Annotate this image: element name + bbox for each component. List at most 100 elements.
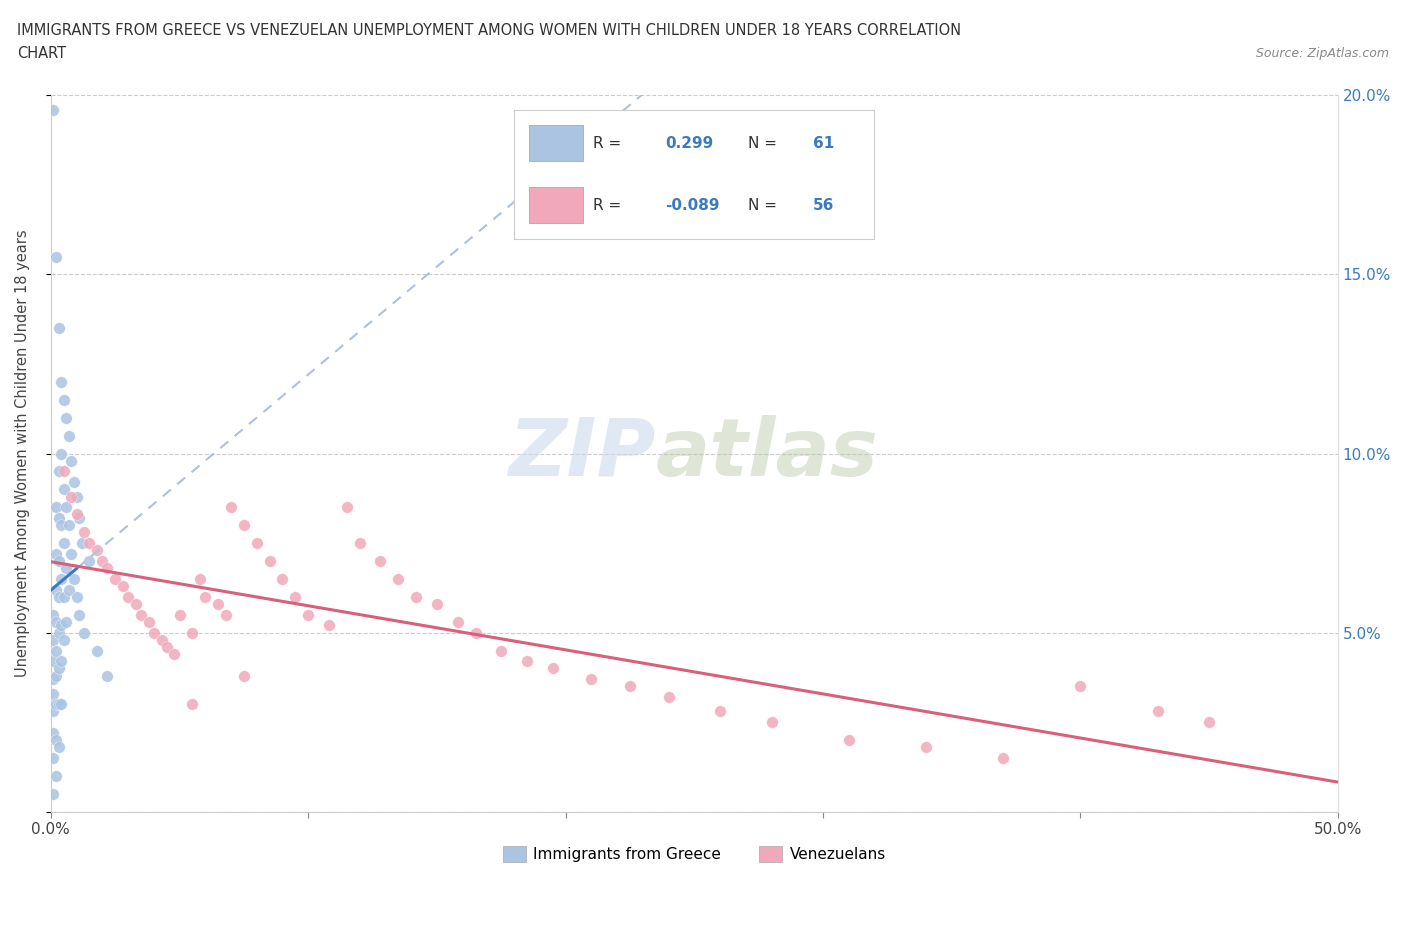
- Point: [60, 453, 83, 468]
- Point: [45, 697, 67, 711]
- Point: [60, 547, 83, 562]
- Point: [619, 679, 641, 694]
- Point: [45, 547, 67, 562]
- Point: [63, 571, 86, 586]
- Point: [232, 668, 254, 683]
- Point: [65, 489, 87, 504]
- Point: [194, 590, 217, 604]
- Point: [70, 536, 93, 551]
- Point: [96, 561, 118, 576]
- Point: [42, 686, 65, 701]
- Point: [48, 697, 70, 711]
- Point: [45, 249, 67, 264]
- Point: [48, 661, 70, 676]
- Point: [284, 590, 307, 604]
- Point: [49, 446, 72, 461]
- Point: [181, 697, 204, 711]
- Point: [491, 643, 513, 658]
- Point: [181, 625, 204, 640]
- Point: [48, 464, 70, 479]
- Point: [1198, 715, 1220, 730]
- Point: [45, 615, 67, 630]
- Point: [65, 507, 87, 522]
- Point: [49, 518, 72, 533]
- Text: ZIP: ZIP: [509, 415, 655, 493]
- Point: [349, 536, 371, 551]
- Point: [42, 632, 65, 647]
- Point: [73, 625, 96, 640]
- Point: [58, 518, 80, 533]
- Point: [49, 697, 72, 711]
- Point: [297, 607, 319, 622]
- Point: [52, 590, 75, 604]
- Point: [709, 704, 731, 719]
- Point: [52, 482, 75, 497]
- Point: [48, 590, 70, 604]
- Point: [169, 607, 191, 622]
- Point: [42, 704, 65, 719]
- Point: [52, 392, 75, 407]
- Point: [915, 739, 938, 754]
- Point: [232, 518, 254, 533]
- Point: [49, 618, 72, 633]
- Point: [58, 428, 80, 443]
- Point: [219, 499, 242, 514]
- Point: [215, 607, 238, 622]
- Point: [79, 553, 101, 568]
- Point: [48, 321, 70, 336]
- Point: [336, 499, 359, 514]
- Point: [42, 725, 65, 740]
- Point: [58, 582, 80, 597]
- Point: [48, 511, 70, 525]
- Point: [129, 607, 152, 622]
- Y-axis label: Unemployment Among Women with Children Under 18 years: Unemployment Among Women with Children U…: [15, 230, 30, 677]
- Point: [761, 715, 783, 730]
- Point: [581, 671, 603, 686]
- Point: [55, 561, 77, 576]
- Point: [1069, 679, 1091, 694]
- Point: [60, 489, 83, 504]
- Point: [42, 102, 65, 117]
- Point: [125, 596, 148, 611]
- Point: [55, 410, 77, 425]
- Point: [45, 668, 67, 683]
- Text: atlas: atlas: [655, 415, 879, 493]
- Point: [142, 625, 165, 640]
- Point: [91, 553, 114, 568]
- Point: [48, 625, 70, 640]
- Text: CHART: CHART: [17, 46, 66, 61]
- Point: [49, 571, 72, 586]
- Point: [426, 596, 449, 611]
- Point: [42, 787, 65, 802]
- Point: [446, 615, 468, 630]
- Point: [52, 632, 75, 647]
- Point: [79, 536, 101, 551]
- Point: [45, 733, 67, 748]
- Point: [49, 654, 72, 669]
- Point: [73, 525, 96, 539]
- Point: [52, 464, 75, 479]
- Point: [271, 571, 294, 586]
- Point: [111, 578, 134, 593]
- Point: [541, 661, 564, 676]
- Point: [207, 596, 229, 611]
- Point: [516, 654, 538, 669]
- Point: [52, 536, 75, 551]
- Point: [42, 671, 65, 686]
- Point: [156, 640, 179, 655]
- Point: [838, 733, 860, 748]
- Legend: Immigrants from Greece, Venezuelans: Immigrants from Greece, Venezuelans: [496, 841, 893, 869]
- Point: [259, 553, 281, 568]
- Point: [42, 654, 65, 669]
- Text: Source: ZipAtlas.com: Source: ZipAtlas.com: [1256, 46, 1389, 60]
- Point: [45, 582, 67, 597]
- Point: [150, 632, 173, 647]
- Point: [63, 474, 86, 489]
- Point: [991, 751, 1014, 765]
- Point: [67, 511, 90, 525]
- Point: [65, 590, 87, 604]
- Point: [464, 625, 486, 640]
- Point: [48, 553, 70, 568]
- Point: [55, 615, 77, 630]
- Point: [138, 615, 160, 630]
